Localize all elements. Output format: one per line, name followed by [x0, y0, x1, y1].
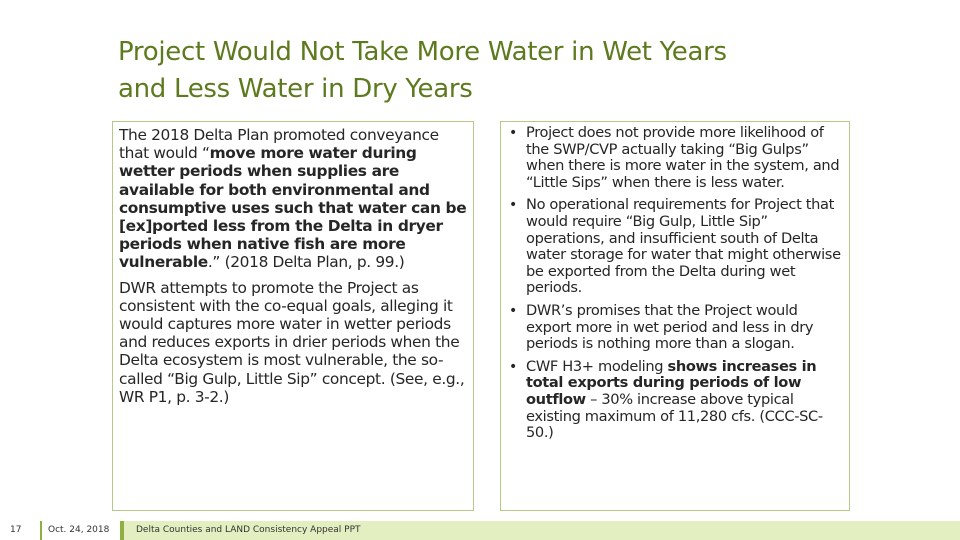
bullet-item-2: • No operational requirements for Project…: [507, 197, 845, 297]
right-bullet-box: • Project does not provide more likelihoo…: [500, 121, 850, 511]
bullet-item-1: • Project does not provide more likelihoo…: [507, 124, 845, 191]
slide-title: Project Would Not Take More Water in Wet…: [118, 34, 918, 108]
left-p1-intro: The 2018 Delta Plan promoted conveyance …: [119, 126, 439, 163]
slide-title-line-2: and Less Water in Dry Years: [118, 74, 473, 104]
left-p1-bold-quote: move more water during wetter periods wh…: [119, 144, 467, 272]
slide-title-line-1: Project Would Not Take More Water in Wet…: [118, 37, 727, 67]
bullet-text-3: DWR’s promises that the Project would ex…: [526, 301, 814, 353]
bullet-text-1: Project does not provide more likelihood…: [526, 124, 840, 191]
bullet-item-3: • DWR’s promises that the Project would e…: [507, 301, 845, 353]
bullet-dot: •: [509, 197, 517, 214]
footer-text: Delta Counties and LAND Consistency Appe…: [136, 525, 361, 535]
left-paragraph-2: DWR attempts to promote the Project as c…: [119, 278, 465, 406]
bullet-text-4-end: – 30% increase above typical existing ma…: [526, 390, 823, 442]
bullet-dot: •: [509, 358, 517, 375]
footer-divider: [40, 521, 42, 540]
left-text-box: The 2018 Delta Plan promoted conveyance …: [112, 121, 474, 511]
bullet-item-4: • CWF H3+ modeling shows increases in tot…: [507, 357, 845, 442]
bullet-dot: •: [509, 302, 517, 319]
bullet-dot: •: [509, 125, 517, 141]
bullet-text-4-intro: CWF H3+ modeling: [526, 357, 668, 375]
bullet-text-4-bold: shows increases in total exports during …: [526, 357, 817, 408]
bullet-text-2: No operational requirements for Project …: [526, 196, 841, 297]
slide-number: 17: [10, 525, 22, 535]
left-p1-end: .” (2018 Delta Plan, p. 99.): [207, 253, 405, 272]
left-paragraph-1: The 2018 Delta Plan promoted conveyance …: [119, 126, 469, 272]
footer-bar: [120, 521, 960, 540]
bullet-list: • Project does not provide more likelihoo…: [507, 124, 845, 442]
footer-date: Oct. 24, 2018: [48, 525, 110, 535]
